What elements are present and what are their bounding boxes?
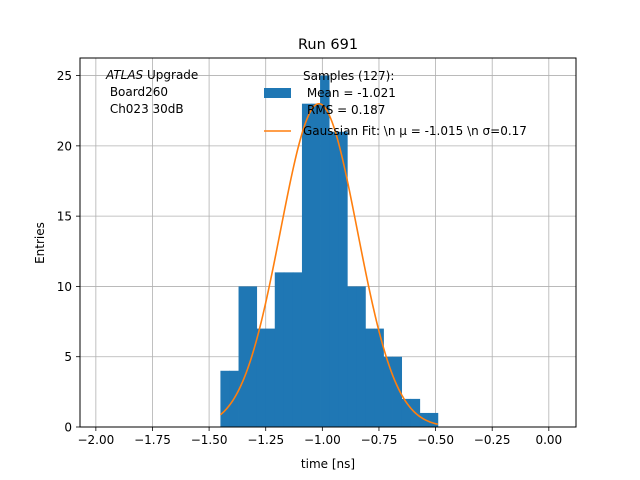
y-axis-ticks: 0 5 10 15 20 25 — [57, 69, 80, 435]
histogram-bar — [338, 131, 348, 428]
histogram-bars — [220, 75, 439, 428]
x-tick-label: −1.25 — [247, 433, 284, 447]
histogram-bar — [283, 272, 294, 427]
histogram-bar — [392, 356, 403, 427]
y-axis-label: Entries — [33, 222, 47, 264]
plot-area: −2.00 −1.75 −1.50 −1.25 −1.00 −0.75 −0.50 −0.25… — [57, 57, 577, 447]
histogram-bar — [256, 328, 267, 427]
y-tick-label: 20 — [57, 139, 72, 153]
legend-fit-text: Gaussian Fit: \n μ = -1.015 \n σ=0.17 — [303, 124, 527, 138]
annotation-line-2: Board260 — [106, 85, 168, 99]
x-tick-label: −1.75 — [134, 433, 171, 447]
y-tick-label: 0 — [64, 421, 72, 435]
legend: Samples (127): Mean = -1.021 RMS = 0.187… — [264, 69, 527, 138]
histogram-bar — [383, 356, 393, 427]
histogram-bar — [320, 75, 330, 428]
y-tick-label: 25 — [57, 69, 72, 83]
annotation-upgrade: Upgrade — [143, 68, 198, 82]
x-tick-label: 0.00 — [535, 433, 562, 447]
histogram-bar — [265, 328, 276, 427]
legend-histogram-swatch — [264, 88, 291, 98]
histogram-bar — [329, 131, 339, 428]
histogram-bar — [374, 328, 384, 427]
histogram-bar — [365, 328, 375, 427]
atlas-annotation: ATLAS Upgrade Board260 Ch023 30dB — [105, 68, 198, 116]
chart-title: Run 691 — [298, 37, 358, 53]
histogram-bar — [292, 272, 303, 427]
x-tick-label: −0.25 — [474, 433, 511, 447]
gaussian-fit-curve — [219, 102, 439, 426]
histogram-bar — [274, 272, 285, 427]
x-axis-label: time [ns] — [301, 457, 355, 471]
x-tick-label: −1.50 — [191, 433, 228, 447]
x-tick-label: −0.50 — [417, 433, 454, 447]
legend-samples-line: Samples (127): — [303, 69, 394, 83]
histogram-bar — [238, 286, 248, 427]
y-tick-label: 10 — [57, 280, 72, 294]
annotation-atlas: ATLAS — [105, 68, 144, 82]
legend-rms-line: RMS = 0.187 — [307, 103, 385, 117]
x-tick-label: −0.75 — [361, 433, 398, 447]
x-axis-ticks: −2.00 −1.75 −1.50 −1.25 −1.00 −0.75 −0.50 −0.25… — [77, 427, 562, 447]
annotation-line-3: Ch023 30dB — [106, 102, 184, 116]
histogram-bar — [401, 398, 412, 427]
annotation-line-1: ATLAS Upgrade — [105, 68, 198, 82]
histogram-bar — [356, 286, 366, 427]
histogram-bar — [311, 103, 321, 427]
gaussian-fit-line — [219, 102, 439, 426]
x-tick-label: −2.00 — [77, 433, 114, 447]
legend-mean-line: Mean = -1.021 — [303, 86, 396, 100]
histogram-bar — [347, 286, 357, 427]
axes-frame — [79, 57, 577, 428]
y-tick-label: 15 — [57, 210, 72, 224]
histogram-bar — [220, 370, 230, 427]
x-tick-label: −1.00 — [304, 433, 341, 447]
histogram-bar — [428, 412, 439, 427]
y-tick-label: 5 — [64, 350, 72, 364]
histogram-bar — [301, 103, 312, 427]
